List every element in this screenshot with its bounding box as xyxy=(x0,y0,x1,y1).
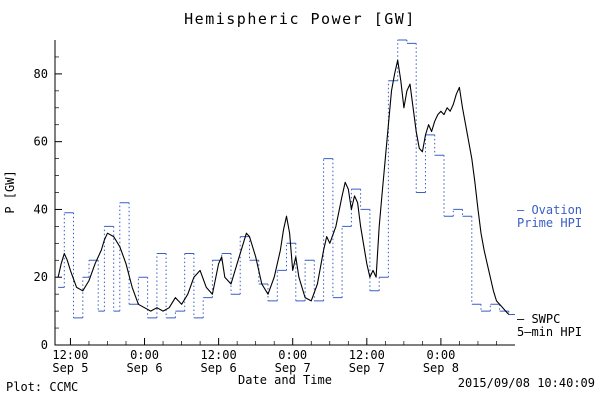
svg-text:Sep 7: Sep 7 xyxy=(275,361,311,375)
legend-ovation: – Ovation Prime HPI xyxy=(517,204,582,230)
svg-text:0: 0 xyxy=(41,338,48,352)
svg-text:12:00: 12:00 xyxy=(349,348,385,362)
svg-text:Sep 6: Sep 6 xyxy=(201,361,237,375)
legend-ovation-line1: – Ovation xyxy=(517,203,583,217)
svg-text:Sep 6: Sep 6 xyxy=(126,361,162,375)
svg-text:Sep 5: Sep 5 xyxy=(52,361,88,375)
legend-swpc: — SWPC 5–min HPI xyxy=(517,313,582,339)
svg-text:0:00: 0:00 xyxy=(278,348,307,362)
svg-text:0:00: 0:00 xyxy=(130,348,159,362)
svg-text:20: 20 xyxy=(34,270,48,284)
svg-text:Sep 8: Sep 8 xyxy=(423,361,459,375)
legend-swpc-line2: 5–min HPI xyxy=(517,325,583,339)
svg-text:12:00: 12:00 xyxy=(52,348,88,362)
svg-text:40: 40 xyxy=(34,202,48,216)
plot-timestamp: 2015/09/08 10:40:09 xyxy=(457,376,595,390)
svg-text:12:00: 12:00 xyxy=(201,348,237,362)
plot-source: Plot: CCMC xyxy=(6,380,79,394)
legend-swpc-line1: — SWPC xyxy=(517,312,561,326)
chart-title: Hemispheric Power [GW] xyxy=(184,10,416,28)
svg-text:0:00: 0:00 xyxy=(426,348,455,362)
legend-ovation-line2: Prime HPI xyxy=(517,216,583,230)
svg-text:Sep 7: Sep 7 xyxy=(349,361,385,375)
svg-text:60: 60 xyxy=(34,135,48,149)
x-axis-label: Date and Time xyxy=(238,373,332,387)
svg-text:80: 80 xyxy=(34,67,48,81)
